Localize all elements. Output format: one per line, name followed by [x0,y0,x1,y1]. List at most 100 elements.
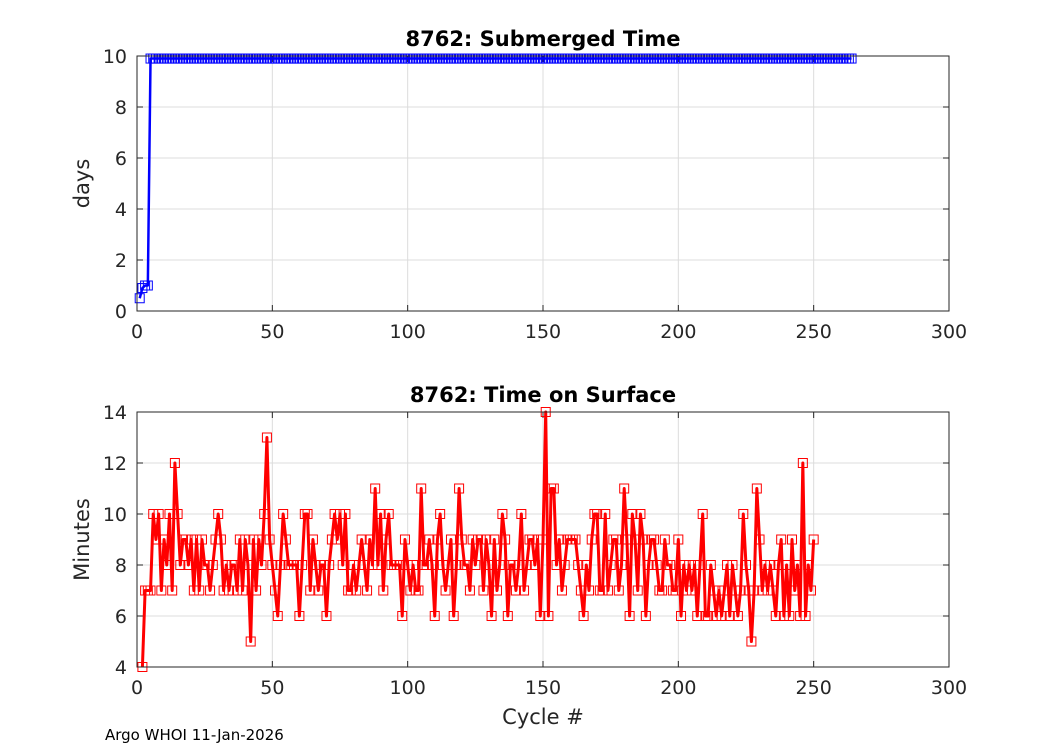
surface-data-point [326,534,337,545]
surface-data-point [581,560,592,570]
surface-data-point [792,560,803,570]
submerged-y-tick-label: 6 [115,148,127,170]
surface-data-point [321,611,332,621]
surface-data-point [443,560,454,570]
surface-data-point [575,585,586,596]
surface-data-point [597,585,608,596]
surface-data-point [186,534,197,545]
surface-data-point [210,534,221,545]
surface-data-point [619,483,630,494]
surface-data-point [630,534,641,545]
surface-data-point [272,611,283,621]
submerged-y-tick-label: 0 [115,301,127,323]
surface-y-tick-label: 6 [115,606,127,628]
surface-data-point [302,509,313,519]
surface-x-tick-label: 250 [796,677,832,699]
surface-data-point [183,560,194,570]
surface-data-point [722,560,733,570]
surface-data-point [529,560,540,570]
surface-markers [137,407,819,672]
surface-data-point [405,585,416,596]
surface-data-point [348,560,359,570]
surface-data-point [491,585,502,596]
surface-data-point [735,585,746,596]
surface-data-point [256,560,267,570]
surface-data-point [383,509,394,519]
surface-data-point [521,560,532,570]
surface-data-point [686,585,697,596]
surface-data-point [478,585,489,596]
surface-data-point [305,585,316,596]
surface-data-point [229,560,240,570]
submerged-data-point [134,293,145,304]
surface-data-point [440,585,451,596]
surface-x-tick-label: 300 [931,677,967,699]
submerged-time-chart: 0 50 100 150 200 250 300 0 2 4 6 8 10 8762: Submerged… [70,27,967,343]
surface-data-point [497,509,508,519]
surface-data-point [248,534,259,545]
surface-data-point [424,534,435,545]
surface-data-point [584,585,595,596]
surface-data-point [657,585,668,596]
surface-data-point [513,560,524,570]
surface-x-tick-label: 100 [390,677,426,699]
surface-data-point [757,585,768,596]
surface-data-point [188,585,199,596]
surface-data-point [402,560,413,570]
surface-data-point [805,585,816,596]
surface-data-point [294,611,305,621]
surface-data-point [730,585,741,596]
surface-data-point [451,560,462,570]
surface-data-point [689,560,700,570]
surface-data-point [600,509,611,519]
surface-data-point [784,611,795,621]
surface-y-tick-label: 14 [103,402,127,424]
submerged-y-tick-label: 4 [115,199,127,221]
surface-data-point [370,483,381,494]
surface-data-point [719,585,730,596]
surface-data-point [362,585,373,596]
surface-data-point [640,611,651,621]
surface-data-point [692,611,703,621]
surface-data-point [648,534,659,545]
surface-data-point [432,534,443,545]
surface-data-point [554,534,565,545]
surface-data-point [803,560,814,570]
surface-data-point [716,611,727,621]
surface-data-point [448,611,459,621]
surface-data-point [616,560,627,570]
surface-y-tick-label: 4 [115,657,127,679]
surface-data-point [364,534,375,545]
surface-data-point [611,534,622,545]
surface-data-point [713,585,724,596]
submerged-data-point [137,283,148,294]
surface-data-point [381,534,392,545]
surface-time-chart: 0 50 100 150 200 250 300 4 6 8 10 12 14 8762: Time on… [70,383,967,729]
surface-data-point [705,560,716,570]
surface-data-point [167,585,178,596]
surface-data-point [475,534,486,545]
submerged-x-tick-label: 300 [931,321,967,343]
surface-data-point [508,560,519,570]
surface-data-point [586,534,597,545]
surface-data-point [435,509,446,519]
submerged-y-axis-label: days [70,159,94,209]
surface-data-point [605,560,616,570]
surface-data-point [727,560,738,570]
surface-data-point [275,560,286,570]
surface-y-tick-label: 8 [115,555,127,577]
submerged-axes-frame [136,55,950,312]
surface-data-point [224,585,235,596]
surface-data-point [765,560,776,570]
surface-data-point [651,560,662,570]
surface-data-point [681,585,692,596]
surface-data-point [556,585,567,596]
surface-data-point [145,585,156,596]
surface-data-point [732,611,743,621]
submerged-y-tick-label: 2 [115,250,127,272]
surface-data-point [665,560,676,570]
surface-data-point [454,483,465,494]
surface-data-point [413,585,424,596]
surface-x-tick-label: 0 [131,677,143,699]
surface-data-point [510,585,521,596]
